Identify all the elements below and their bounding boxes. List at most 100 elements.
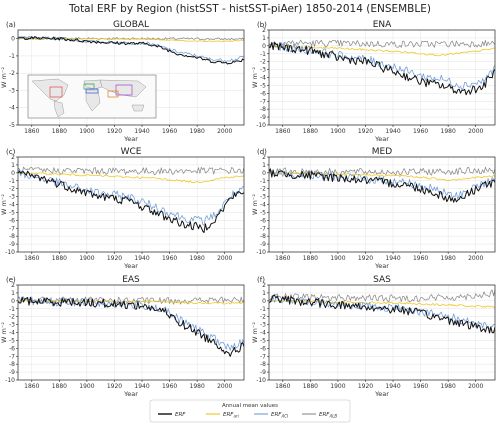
x-tick-label: 1920 xyxy=(107,383,122,390)
series-line-erf xyxy=(269,168,495,203)
x-tick-label: 1900 xyxy=(330,255,345,262)
legend-label: ERFACI xyxy=(271,412,289,419)
y-tick-label: -9 xyxy=(9,369,15,376)
legend-item-erf: ERF xyxy=(158,412,186,418)
x-tick-label: 1860 xyxy=(24,255,39,262)
x-tick-label: 1920 xyxy=(358,383,373,390)
series-group xyxy=(269,166,495,203)
panel-title: SAS xyxy=(373,275,391,285)
x-tick-label: 1980 xyxy=(441,383,456,390)
legend-label: ERFALB xyxy=(319,412,337,419)
series-line-aci xyxy=(18,169,244,226)
legend-item-alb: ERFALB xyxy=(302,412,337,419)
x-tick-label: 1940 xyxy=(385,128,400,135)
y-tick-label: 2 xyxy=(262,282,266,289)
x-tick-label: 1980 xyxy=(441,255,456,262)
x-tick-label: 1920 xyxy=(107,128,122,135)
x-axis-label: Year xyxy=(123,135,138,143)
x-tick-label: 1980 xyxy=(190,128,205,135)
y-tick-label: -6 xyxy=(9,217,15,224)
x-tick-label: 1900 xyxy=(79,383,94,390)
x-tick-label: 1980 xyxy=(190,255,205,262)
series-group xyxy=(18,296,244,357)
series-line-aci xyxy=(18,36,244,62)
y-tick-label: 1 xyxy=(262,35,266,42)
x-tick-label: 1860 xyxy=(24,128,39,135)
x-tick-label: 1880 xyxy=(52,128,67,135)
y-tick-label: -6 xyxy=(260,345,266,352)
x-tick-label: 1940 xyxy=(134,128,149,135)
y-tick-label: -8 xyxy=(9,233,15,240)
y-tick-label: -8 xyxy=(260,361,266,368)
series-line-erf xyxy=(269,294,495,334)
y-tick-label: 2 xyxy=(11,154,15,161)
panel-label: (b) xyxy=(257,21,267,29)
x-tick-label: 1860 xyxy=(275,383,290,390)
panel-label: (f) xyxy=(257,276,265,284)
series-line-alb xyxy=(269,39,495,48)
y-tick-label: 2 xyxy=(11,282,15,289)
y-tick-label: -1 xyxy=(9,306,15,313)
y-tick-label: -7 xyxy=(9,353,15,360)
y-tick-label: -8 xyxy=(9,361,15,368)
series-line-erf xyxy=(269,42,495,96)
panel-ena: 1860 1880 1900 1920 1940 1960 1980 2000210-1-2-… xyxy=(251,20,496,143)
x-tick-label: 2000 xyxy=(468,128,483,135)
y-tick-label: -2 xyxy=(9,70,15,77)
y-tick-label: -2 xyxy=(260,59,266,66)
x-tick-label: 2000 xyxy=(468,255,483,262)
y-tick-label: -4 xyxy=(9,330,15,337)
y-tick-label: -6 xyxy=(260,217,266,224)
series-line-ari xyxy=(18,299,244,305)
series-line-alb xyxy=(269,166,495,176)
legend-label: ERF xyxy=(175,412,186,418)
x-axis-label: Year xyxy=(374,390,389,398)
y-tick-label: -10 xyxy=(256,377,266,384)
x-axis-label: Year xyxy=(374,262,389,270)
y-tick-label: -1 xyxy=(260,51,266,58)
axes-frame xyxy=(17,29,245,126)
panel-title: GLOBAL xyxy=(113,20,149,30)
y-tick-label: -1 xyxy=(9,178,15,185)
inset-world-map xyxy=(27,74,157,119)
y-tick-label: -1 xyxy=(260,306,266,313)
series-line-erf xyxy=(18,36,244,65)
series-group xyxy=(18,36,244,65)
y-tick-label: -3 xyxy=(9,194,15,201)
y-tick-label: -10 xyxy=(256,249,266,256)
series-line-aci xyxy=(269,295,495,330)
y-axis-label: W m⁻² xyxy=(251,194,259,215)
y-tick-label: -5 xyxy=(260,82,266,89)
y-tick-label: -8 xyxy=(260,233,266,240)
panel-label: (d) xyxy=(257,148,267,156)
x-tick-label: 1960 xyxy=(413,255,428,262)
y-tick-label: -4 xyxy=(9,202,15,209)
y-tick-label: -2 xyxy=(260,314,266,321)
y-tick-label: -3 xyxy=(260,322,266,329)
x-tick-label: 1900 xyxy=(330,383,345,390)
y-tick-label: -4 xyxy=(260,75,266,82)
y-tick-label: -7 xyxy=(9,225,15,232)
legend-item-ari: ERFari xyxy=(206,412,240,419)
x-tick-label: 1860 xyxy=(275,255,290,262)
y-tick-label: -4 xyxy=(260,330,266,337)
y-tick-label: -2 xyxy=(9,314,15,321)
series-line-erf xyxy=(18,296,244,357)
panel-med: 1860 1880 1900 1920 1940 1960 1980 2000210-1-2-… xyxy=(251,147,496,270)
x-tick-label: 1960 xyxy=(413,383,428,390)
x-axis-label: Year xyxy=(123,390,138,398)
x-tick-label: 1880 xyxy=(303,128,318,135)
x-tick-label: 1860 xyxy=(24,383,39,390)
x-tick-label: 1860 xyxy=(275,128,290,135)
x-tick-label: 1880 xyxy=(52,383,67,390)
x-tick-label: 2000 xyxy=(217,383,232,390)
y-tick-label: -7 xyxy=(260,225,266,232)
panel-title: WCE xyxy=(121,147,142,157)
panel-eas: 1860 1880 1900 1920 1940 1960 1980 2000210-1-2-… xyxy=(0,275,245,398)
figure-title: Total ERF by Region (histSST - histSST-p… xyxy=(68,3,431,15)
y-tick-label: -9 xyxy=(260,241,266,248)
y-tick-label: -6 xyxy=(260,90,266,97)
panel-title: EAS xyxy=(122,275,140,285)
series-line-ari xyxy=(18,37,244,42)
series-group xyxy=(18,166,244,233)
